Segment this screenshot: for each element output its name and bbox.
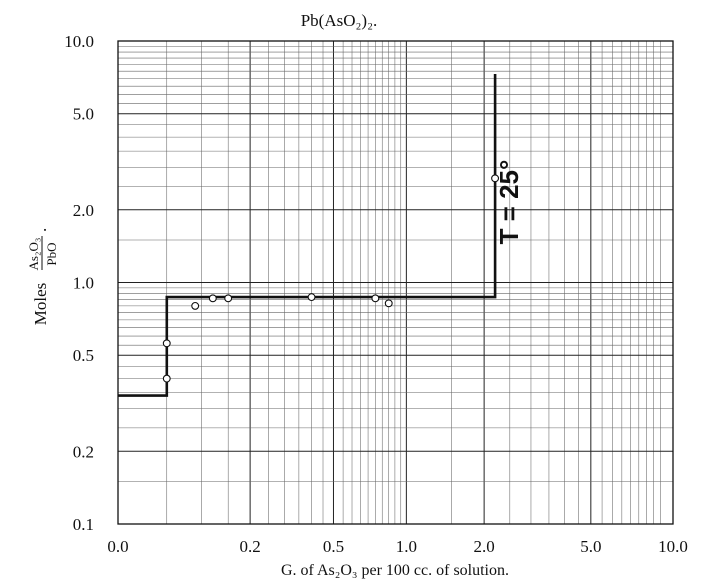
y-axis-label-suffix: . — [31, 228, 50, 232]
data-point — [307, 293, 316, 302]
y-tick-label: 0.5 — [73, 346, 94, 365]
data-point — [208, 294, 217, 303]
y-tick-label: 5.0 — [73, 105, 94, 124]
x-tick-label: 5.0 — [580, 537, 601, 556]
x-tick-label: 0.5 — [323, 537, 344, 556]
x-axis-label: G. of As₂O₃ per 100 cc. of solution. — [281, 562, 509, 579]
x-tick-label: 10.0 — [658, 537, 688, 556]
x-tick-label: 1.0 — [396, 537, 417, 556]
data-point — [491, 174, 500, 183]
y-tick-label: 10.0 — [64, 32, 94, 51]
x-tick-label: 2.0 — [473, 537, 494, 556]
grid — [118, 41, 673, 524]
series-line — [118, 74, 497, 397]
data-point — [371, 294, 380, 303]
x-axis-ticks: 0.0 0.2 0.5 1.0 2.0 5.0 10.0 — [107, 537, 688, 556]
y-tick-label: 2.0 — [73, 201, 94, 220]
x-tick-label: 0.0 — [107, 537, 128, 556]
y-axis-ticks: 0.1 0.2 0.5 1.0 2.0 5.0 10.0 — [64, 32, 94, 534]
y-axis-label-numerator: As₂O₃ — [26, 238, 41, 271]
data-point — [191, 301, 200, 310]
y-tick-label: 0.1 — [73, 515, 94, 534]
data-point — [162, 339, 171, 348]
x-tick-label: 0.2 — [239, 537, 260, 556]
y-axis-label-prefix: Moles — [31, 283, 50, 326]
plot-frame — [117, 40, 674, 525]
series-layer — [118, 74, 500, 397]
data-point — [384, 299, 393, 308]
chart-title: Pb(AsO₂)₂. — [301, 11, 378, 30]
data-point — [162, 374, 171, 383]
y-axis-label: Moles As₂O₃ PbO . — [26, 228, 59, 326]
y-tick-label: 0.2 — [73, 442, 94, 461]
y-tick-label: 1.0 — [73, 274, 94, 293]
temperature-annotation: T = 25° — [494, 160, 524, 245]
y-axis-label-denominator: PbO — [44, 242, 59, 265]
data-point — [224, 294, 233, 303]
